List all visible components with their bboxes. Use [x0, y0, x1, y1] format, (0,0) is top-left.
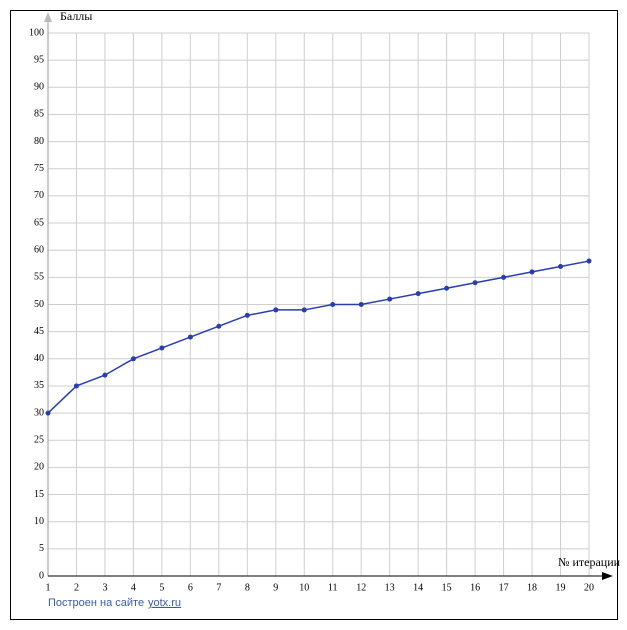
x-tick-label: 1	[46, 582, 51, 593]
point	[187, 334, 193, 340]
point	[330, 302, 336, 307]
y-tick-label: 95	[34, 54, 44, 65]
point	[244, 312, 250, 318]
y-tick-label: 35	[34, 380, 44, 391]
point	[159, 345, 165, 351]
point	[216, 323, 222, 329]
x-tick-label: 20	[584, 582, 594, 593]
point	[130, 356, 136, 362]
x-tick-label: 6	[188, 582, 193, 593]
y-tick-label: 75	[34, 163, 44, 174]
y-tick-label: 10	[34, 516, 44, 527]
point	[387, 296, 393, 302]
y-tick-label: 70	[34, 190, 44, 201]
x-tick-label: 5	[159, 582, 164, 593]
x-tick-label: 2	[74, 582, 79, 593]
y-axis-title: Баллы	[60, 9, 92, 23]
x-tick-label: 7	[216, 582, 221, 593]
y-tick-label: 60	[34, 244, 44, 255]
y-tick-label: 0	[39, 570, 44, 581]
x-tick-label: 16	[470, 582, 480, 593]
point	[586, 258, 592, 264]
y-tick-label: 65	[34, 217, 44, 228]
point	[45, 410, 51, 416]
x-tick-label: 14	[413, 582, 423, 593]
y-tick-label: 100	[29, 27, 44, 38]
point	[301, 307, 307, 313]
y-axis-arrow	[44, 12, 52, 22]
x-tick-label: 12	[356, 582, 366, 593]
y-tick-label: 90	[34, 82, 44, 93]
point	[102, 372, 108, 378]
x-axis-arrow	[602, 572, 613, 580]
y-tick-label: 85	[34, 109, 44, 120]
point	[472, 280, 478, 286]
y-tick-label: 55	[34, 272, 44, 283]
y-tick-label: 5	[39, 543, 44, 554]
x-tick-label: 15	[442, 582, 452, 593]
footer-link[interactable]: yotx.ru	[148, 597, 181, 609]
point	[415, 291, 421, 297]
point	[358, 302, 364, 307]
x-tick-label: 11	[328, 582, 338, 593]
x-axis-title: № итерации	[558, 555, 621, 569]
point	[501, 274, 507, 280]
y-tick-label: 40	[34, 353, 44, 364]
y-tick-label: 30	[34, 407, 44, 418]
point	[529, 269, 535, 275]
series-line	[47, 260, 590, 414]
x-tick-label: 4	[131, 582, 136, 593]
x-tick-label: 19	[556, 582, 566, 593]
y-tick-label: 15	[34, 489, 44, 500]
y-tick-label: 25	[34, 435, 44, 446]
y-tick-label: 20	[34, 462, 44, 473]
x-tick-label: 8	[245, 582, 250, 593]
grid	[47, 32, 590, 577]
x-tick-label: 18	[527, 582, 537, 593]
y-tick-label: 80	[34, 136, 44, 147]
y-tick-label: 45	[34, 326, 44, 337]
x-tick-label: 17	[499, 582, 509, 593]
footer-text: Построен на сайте	[48, 597, 144, 609]
point	[444, 285, 450, 291]
point	[273, 307, 279, 313]
x-tick-label: 13	[385, 582, 395, 593]
x-tick-label: 10	[299, 582, 309, 593]
point	[73, 383, 79, 389]
frame	[10, 10, 618, 620]
point	[558, 263, 564, 269]
x-tick-label: 3	[102, 582, 107, 593]
y-tick-label: 50	[34, 299, 44, 310]
x-tick-label: 9	[273, 582, 278, 593]
